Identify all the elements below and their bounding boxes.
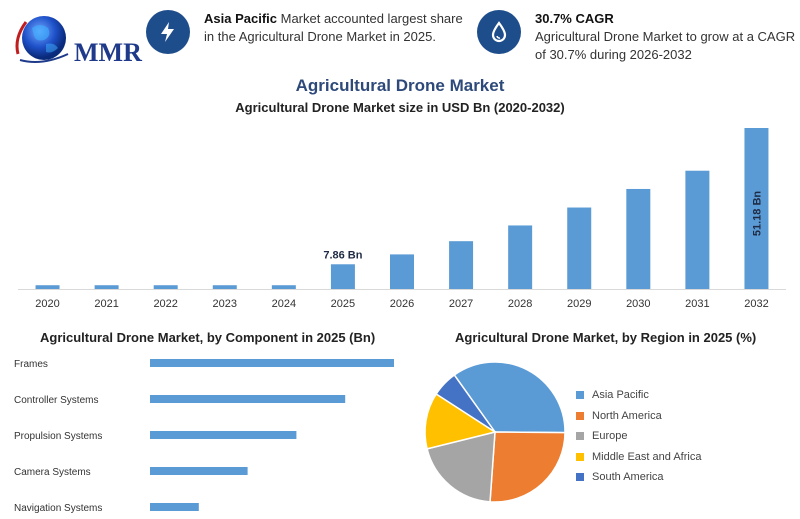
legend-item: Europe	[576, 426, 701, 447]
legend-swatch	[576, 452, 584, 461]
component-label: Camera Systems	[14, 467, 91, 478]
info-asia-pacific-text: Asia Pacific Market accounted largest sh…	[204, 10, 474, 46]
legend-item: Middle East and Africa	[576, 447, 701, 468]
component-chart-title: Agricultural Drone Market, by Component …	[40, 330, 376, 345]
component-bar-chart: Frames Controller Systems Propulsion Syste…	[14, 359, 394, 514]
x-tick-label: 2027	[449, 298, 473, 310]
info-asia-pacific-body: Market accounted largest share in the Ag…	[204, 11, 463, 44]
x-tick-label: 2031	[685, 298, 709, 310]
pie-slice	[424, 392, 497, 450]
x-tick-label: 2025	[331, 298, 355, 310]
legend-item: South America	[576, 467, 701, 488]
region-legend: Asia Pacific North America Europe Middle Ea…	[576, 385, 701, 488]
bar-2031	[685, 170, 710, 289]
component-bar	[150, 431, 297, 439]
legend-swatch	[576, 432, 584, 441]
info-cagr-body: Agricultural Drone Market to grow at a C…	[535, 29, 796, 62]
bar-2027	[449, 241, 474, 289]
data-label: 7.86 Bn	[323, 249, 362, 261]
x-tick-label: 2030	[626, 298, 650, 310]
logo-text: MMR	[74, 38, 142, 67]
globe-icon	[15, 16, 69, 63]
market-size-bar-chart: 2020 2021 2022 2023 2024 2025 7.86 Bn 2026 2027 2…	[18, 128, 786, 310]
info-cagr: 30.7% CAGR Agricultural Drone Market to g…	[477, 10, 800, 64]
data-label: 51.18 Bn	[751, 191, 763, 237]
component-label: Propulsion Systems	[14, 431, 102, 442]
x-tick-label: 2029	[567, 298, 591, 310]
pie-slice	[426, 431, 496, 503]
bars	[35, 128, 769, 289]
x-tick-label: 2032	[744, 298, 768, 310]
bolt-icon	[146, 10, 190, 54]
component-bar	[150, 395, 346, 403]
bar-2022	[153, 285, 178, 289]
pie-slice	[435, 373, 496, 433]
info-asia-pacific-strong: Asia Pacific	[204, 11, 277, 26]
x-tick-label: 2021	[94, 298, 118, 310]
region-pie-chart	[424, 361, 566, 503]
bar-2028	[508, 225, 533, 289]
bar-2030	[626, 188, 651, 289]
legend-swatch	[576, 391, 584, 400]
legend-swatch	[576, 473, 584, 482]
info-asia-pacific: Asia Pacific Market accounted largest sh…	[146, 10, 474, 54]
pie-slice	[489, 431, 566, 503]
mmr-logo: MMR	[12, 8, 142, 67]
region-chart-title: Agricultural Drone Market, by Region in …	[455, 330, 757, 345]
legend-item: Asia Pacific	[576, 385, 701, 406]
bar-2020	[35, 285, 60, 289]
component-bar	[150, 359, 394, 367]
legend-label: Europe	[592, 430, 628, 443]
pie-slice	[453, 361, 566, 434]
legend-swatch	[576, 411, 584, 420]
x-tick-label: 2024	[272, 298, 296, 310]
component-label: Controller Systems	[14, 395, 98, 406]
chart-subtitle: Agricultural Drone Market size in USD Bn…	[235, 100, 565, 115]
bar-2026	[390, 254, 414, 289]
info-cagr-strong: 30.7% CAGR	[535, 11, 614, 26]
bar-2024	[271, 285, 296, 289]
x-tick-label: 2023	[213, 298, 237, 310]
x-tick-label: 2028	[508, 298, 532, 310]
legend-label: North America	[592, 409, 662, 422]
x-tick-label: 2026	[390, 298, 414, 310]
component-label: Navigation Systems	[14, 503, 102, 514]
chart-main-title: Agricultural Drone Market	[295, 76, 505, 95]
component-bar	[150, 467, 248, 475]
bar-2025	[330, 264, 355, 289]
bar-2023	[212, 285, 237, 289]
bar-2029	[567, 207, 592, 289]
bar-2021	[94, 285, 119, 289]
x-tick-label: 2020	[35, 298, 59, 310]
legend-label: South America	[592, 471, 664, 484]
bar-2032	[744, 128, 769, 289]
component-label: Frames	[14, 359, 48, 370]
info-cagr-text: 30.7% CAGR Agricultural Drone Market to g…	[535, 10, 800, 64]
legend-item: North America	[576, 406, 701, 427]
x-tick-label: 2022	[153, 298, 177, 310]
legend-label: Asia Pacific	[592, 389, 649, 402]
drop-icon	[477, 10, 521, 54]
component-bar	[150, 503, 199, 511]
legend-label: Middle East and Africa	[592, 450, 702, 463]
